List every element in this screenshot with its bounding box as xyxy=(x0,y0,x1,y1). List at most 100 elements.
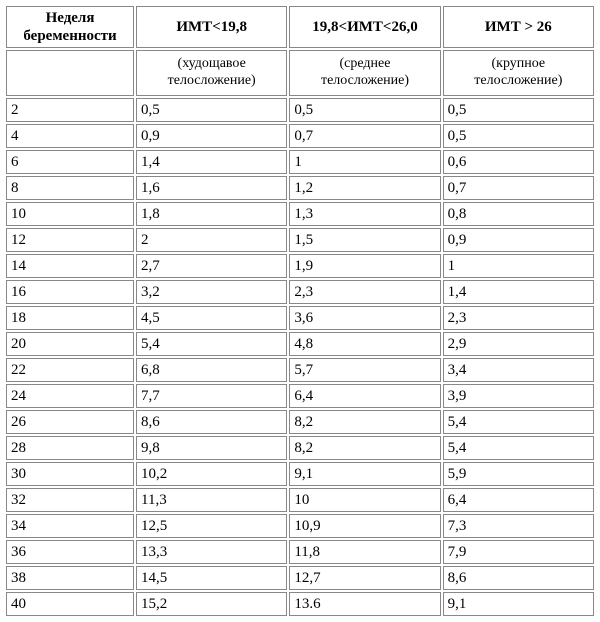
col-subheader-week xyxy=(6,50,134,96)
cell-c: 6,4 xyxy=(443,488,594,512)
cell-week: 6 xyxy=(6,150,134,174)
cell-a: 15,2 xyxy=(136,592,287,616)
cell-b: 13.6 xyxy=(289,592,440,616)
cell-week: 2 xyxy=(6,98,134,122)
cell-b: 9,1 xyxy=(289,462,440,486)
cell-a: 2 xyxy=(136,228,287,252)
cell-week: 38 xyxy=(6,566,134,590)
table-row: 14 2,71,91 xyxy=(6,254,594,278)
cell-c: 1 xyxy=(443,254,594,278)
cell-a: 10,2 xyxy=(136,462,287,486)
table-row: 3613,311,87,9 xyxy=(6,540,594,564)
table-row: 3412,510,97,3 xyxy=(6,514,594,538)
cell-a: 8,6 xyxy=(136,410,287,434)
col-header-bmi-high: ИМТ > 26 xyxy=(443,6,594,48)
table-row: 205,44,82,9 xyxy=(6,332,594,356)
cell-week: 12 xyxy=(6,228,134,252)
cell-week: 40 xyxy=(6,592,134,616)
cell-c: 0,8 xyxy=(443,202,594,226)
cell-week: 34 xyxy=(6,514,134,538)
cell-a: 1,8 xyxy=(136,202,287,226)
col-header-bmi-mid: 19,8<ИМТ<26,0 xyxy=(289,6,440,48)
cell-week: 26 xyxy=(6,410,134,434)
cell-c: 0,7 xyxy=(443,176,594,200)
cell-c: 0,5 xyxy=(443,124,594,148)
cell-a: 13,3 xyxy=(136,540,287,564)
cell-week: 22 xyxy=(6,358,134,382)
cell-c: 2,9 xyxy=(443,332,594,356)
subheader-row: (худощавое телосложение) (среднее телосл… xyxy=(6,50,594,96)
cell-b: 0,5 xyxy=(289,98,440,122)
cell-week: 30 xyxy=(6,462,134,486)
col-header-week: Неделя беременности xyxy=(6,6,134,48)
table-body: 20,50,50,540,90,70,561,410,681,61,20,710… xyxy=(6,98,594,616)
table-row: 1221,50,9 xyxy=(6,228,594,252)
cell-b: 11,8 xyxy=(289,540,440,564)
col-subheader-bmi-high: (крупное телосложение) xyxy=(443,50,594,96)
cell-c: 2,3 xyxy=(443,306,594,330)
cell-c: 5,9 xyxy=(443,462,594,486)
cell-c: 3,4 xyxy=(443,358,594,382)
cell-b: 5,7 xyxy=(289,358,440,382)
cell-c: 5,4 xyxy=(443,436,594,460)
table-row: 101,81,30,8 xyxy=(6,202,594,226)
table-row: 3211,3106,4 xyxy=(6,488,594,512)
col-subheader-bmi-mid: (среднее телосложение) xyxy=(289,50,440,96)
table-row: 4015,213.69,1 xyxy=(6,592,594,616)
cell-c: 7,9 xyxy=(443,540,594,564)
cell-b: 1,2 xyxy=(289,176,440,200)
table-row: 20,50,50,5 xyxy=(6,98,594,122)
cell-a: 12,5 xyxy=(136,514,287,538)
cell-a: 6,8 xyxy=(136,358,287,382)
cell-b: 1 xyxy=(289,150,440,174)
cell-c: 0,9 xyxy=(443,228,594,252)
cell-a: 4,5 xyxy=(136,306,287,330)
cell-a: 3,2 xyxy=(136,280,287,304)
cell-a: 5,4 xyxy=(136,332,287,356)
cell-b: 10 xyxy=(289,488,440,512)
cell-week: 14 xyxy=(6,254,134,278)
cell-b: 4,8 xyxy=(289,332,440,356)
table-row: 268,68,25,4 xyxy=(6,410,594,434)
cell-c: 0,6 xyxy=(443,150,594,174)
cell-b: 8,2 xyxy=(289,410,440,434)
cell-a: 1,6 xyxy=(136,176,287,200)
cell-a: 14,5 xyxy=(136,566,287,590)
cell-b: 10,9 xyxy=(289,514,440,538)
table-row: 3814,512,78,6 xyxy=(6,566,594,590)
table-row: 40,90,70,5 xyxy=(6,124,594,148)
bmi-weight-gain-table: Неделя беременности ИМТ<19,8 19,8<ИМТ<26… xyxy=(4,4,596,618)
cell-week: 10 xyxy=(6,202,134,226)
cell-c: 5,4 xyxy=(443,410,594,434)
cell-week: 18 xyxy=(6,306,134,330)
cell-week: 36 xyxy=(6,540,134,564)
table-row: 61,410,6 xyxy=(6,150,594,174)
cell-b: 12,7 xyxy=(289,566,440,590)
col-header-bmi-low: ИМТ<19,8 xyxy=(136,6,287,48)
cell-a: 0,9 xyxy=(136,124,287,148)
cell-week: 32 xyxy=(6,488,134,512)
cell-b: 2,3 xyxy=(289,280,440,304)
cell-week: 16 xyxy=(6,280,134,304)
col-subheader-bmi-low: (худощавое телосложение) xyxy=(136,50,287,96)
cell-c: 9,1 xyxy=(443,592,594,616)
cell-b: 3,6 xyxy=(289,306,440,330)
cell-b: 1,3 xyxy=(289,202,440,226)
cell-a: 0,5 xyxy=(136,98,287,122)
table-header: Неделя беременности ИМТ<19,8 19,8<ИМТ<26… xyxy=(6,6,594,96)
cell-week: 28 xyxy=(6,436,134,460)
cell-a: 1,4 xyxy=(136,150,287,174)
cell-c: 7,3 xyxy=(443,514,594,538)
table-row: 3010,29,15,9 xyxy=(6,462,594,486)
cell-b: 8,2 xyxy=(289,436,440,460)
cell-c: 1,4 xyxy=(443,280,594,304)
cell-a: 2,7 xyxy=(136,254,287,278)
cell-week: 24 xyxy=(6,384,134,408)
header-row: Неделя беременности ИМТ<19,8 19,8<ИМТ<26… xyxy=(6,6,594,48)
cell-c: 8,6 xyxy=(443,566,594,590)
table-row: 226,85,73,4 xyxy=(6,358,594,382)
cell-week: 4 xyxy=(6,124,134,148)
table-row: 81,61,20,7 xyxy=(6,176,594,200)
cell-c: 0,5 xyxy=(443,98,594,122)
cell-b: 6,4 xyxy=(289,384,440,408)
